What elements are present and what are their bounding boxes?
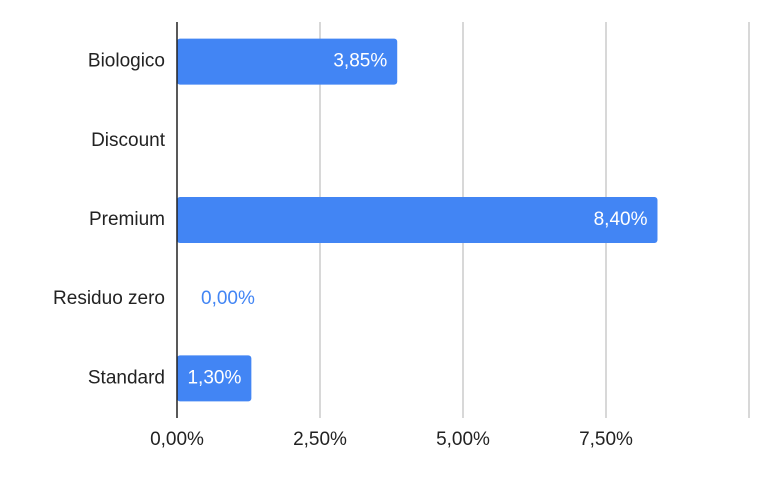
bar: [177, 355, 252, 402]
value-label: 0,00%: [201, 288, 255, 309]
bar: [177, 38, 398, 85]
y-tick-label: Discount: [91, 130, 166, 151]
value-label: 3,85%: [333, 51, 387, 72]
x-tick-label: 7,50%: [579, 429, 633, 450]
value-label: 8,40%: [594, 209, 648, 230]
x-tick-label: 0,00%: [150, 429, 204, 450]
y-tick-label: Premium: [89, 209, 165, 230]
y-tick-label: Biologico: [88, 51, 165, 72]
y-tick-label: Residuo zero: [53, 288, 165, 309]
x-tick-label: 5,00%: [436, 429, 490, 450]
value-label: 1,30%: [187, 367, 241, 388]
bar: [177, 197, 658, 243]
y-tick-label: Standard: [88, 367, 165, 388]
x-tick-label: 2,50%: [293, 429, 347, 450]
